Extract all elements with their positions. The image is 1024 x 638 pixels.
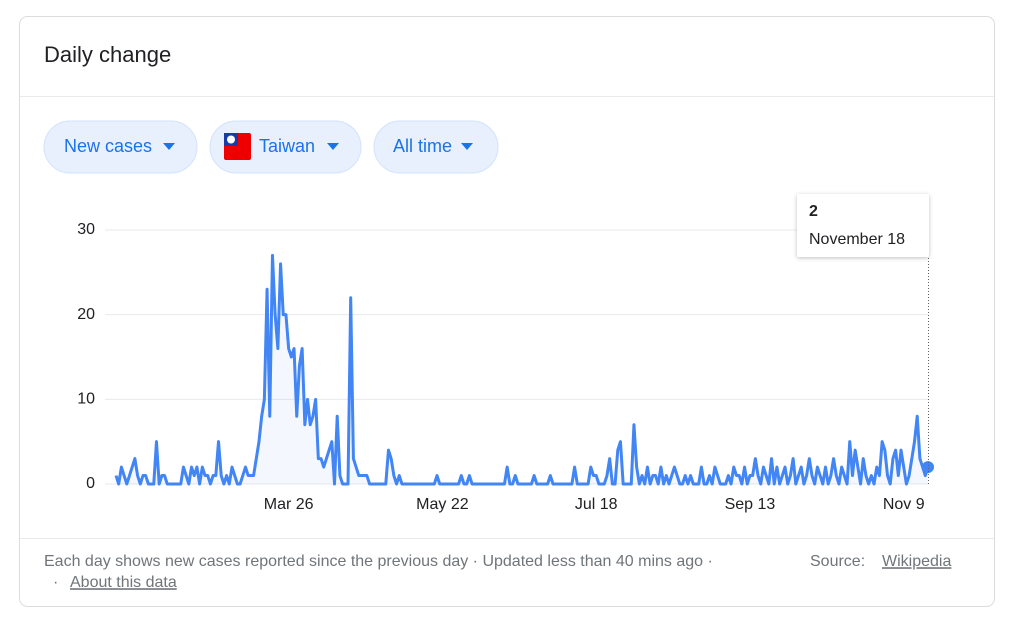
line [114, 253, 930, 486]
dropdown-arrow[interactable] [163, 143, 175, 150]
x-tick-label: Sep 13 [725, 496, 776, 513]
flag [224, 133, 251, 160]
y-tick-label: 30 [77, 221, 95, 238]
x-tick-label: Mar 26 [264, 496, 314, 513]
tooltip-value: 2 [809, 203, 818, 220]
dropdown-arrow[interactable] [327, 143, 339, 150]
tooltip-date: November 18 [809, 231, 905, 248]
card [19, 16, 995, 607]
chip-label[interactable]: New cases [64, 136, 152, 156]
plot: 0 10 20 30 Mar 26 May 22 Jul 18 Sep 13 Nov 9 [77, 221, 934, 513]
y-tick-label: 10 [77, 391, 95, 408]
separator: · [53, 574, 58, 591]
dropdown-arrow[interactable] [461, 143, 473, 150]
footer-note: Each day shows new cases reported since … [44, 553, 713, 570]
filter-chip[interactable]: New cases [43, 120, 198, 174]
x-tick-label: Nov 9 [883, 496, 925, 513]
source-link[interactable]: Wikipedia [882, 553, 951, 570]
card-title: Daily change [44, 42, 171, 67]
area [116, 255, 928, 484]
x-tick-label: Jul 18 [575, 496, 618, 513]
about-link[interactable]: About this data [70, 574, 177, 591]
x-tick-label: May 22 [416, 496, 469, 513]
hover-point [922, 461, 934, 474]
y-tick-label: 0 [86, 475, 95, 492]
source-label: Source: [810, 553, 865, 570]
y-tick-label: 20 [77, 306, 95, 323]
filter-chip[interactable]: Taiwan [209, 120, 362, 174]
filter-chip[interactable]: All time [373, 120, 499, 174]
tooltip: 2 November 18 [797, 194, 929, 257]
chip-label[interactable]: Taiwan [259, 136, 315, 156]
chip-label[interactable]: All time [393, 136, 452, 156]
